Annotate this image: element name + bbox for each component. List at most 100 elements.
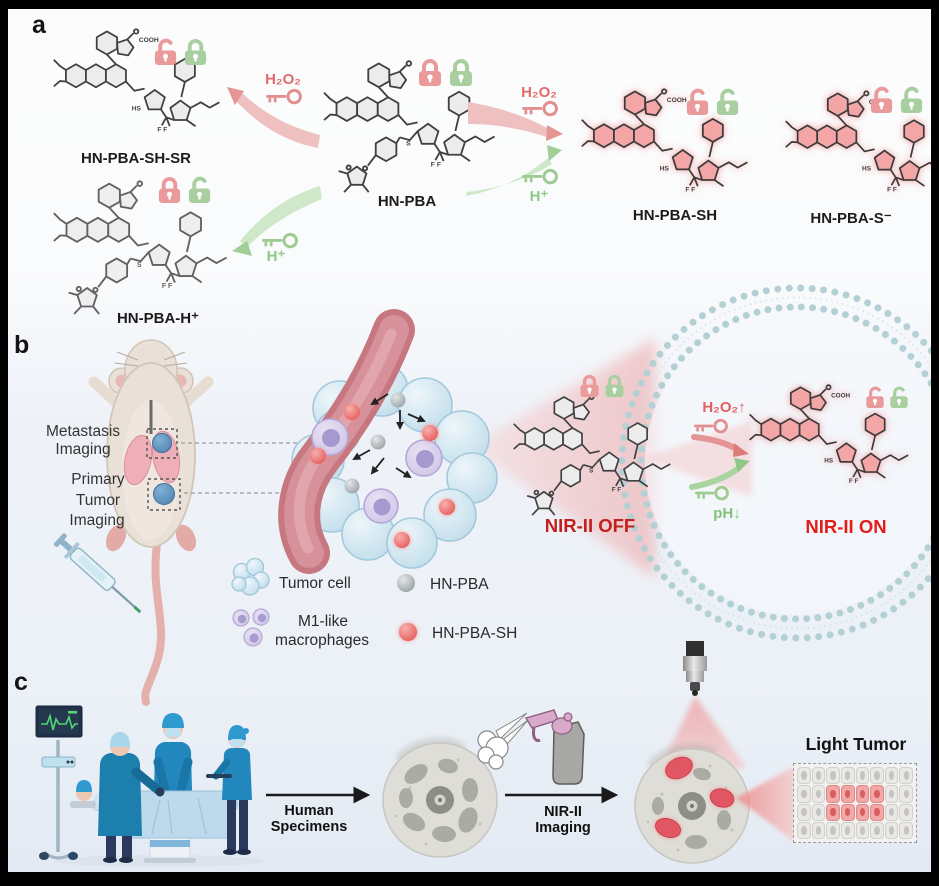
figure-canvas: F F S HS COOH <box>14 11 931 872</box>
grid-cell-tumor <box>840 803 855 821</box>
trigger-label-h-plus: H⁺ <box>267 248 286 265</box>
step-label-imaging: NIR-II <box>544 804 582 820</box>
nir-beam <box>470 338 655 578</box>
diffusion-arrows <box>352 393 426 479</box>
stimulus-arrow-ph <box>689 465 742 490</box>
spray-bottle-icon <box>524 709 585 785</box>
macrophage-icon <box>232 608 270 647</box>
stimulus-h2o2-label: H₂O₂↑ <box>702 399 745 416</box>
grid-cell <box>797 767 811 785</box>
grid-cell <box>899 821 913 839</box>
legend-label-tumor-cell: Tumor cell <box>279 575 351 592</box>
callout-metastasis: Metastasis <box>46 423 120 440</box>
molecule-label: HN-PBA <box>378 193 436 210</box>
trigger-label-h2o2: H₂O₂ <box>521 84 557 101</box>
step-label-specimens: Specimens <box>271 819 348 835</box>
lipid-membrane-circle <box>618 284 931 642</box>
grid-cell-tumor <box>855 785 870 803</box>
green-lock-open-icon <box>898 86 925 115</box>
panel-c: c <box>14 641 907 867</box>
grid-cell-tumor <box>870 785 884 803</box>
red-lock-open-icon <box>868 86 895 115</box>
mouse-illustration <box>88 339 214 706</box>
step-label-imaging: Imaging <box>535 820 591 836</box>
legend-label-macrophage: M1-like <box>298 613 348 630</box>
grid-cell <box>840 767 855 785</box>
trigger-label-h2o2: H₂O₂ <box>265 71 301 88</box>
grid-cell <box>826 767 840 785</box>
green-lock-closed-icon <box>182 38 209 67</box>
grid-cell <box>870 821 884 839</box>
h2o2-key-icon <box>265 88 302 105</box>
reaction-arrow-h2o2-left <box>227 87 320 148</box>
grid-cell <box>797 803 811 821</box>
grid-cell <box>826 821 840 839</box>
panel-b-letter: b <box>14 331 29 359</box>
molecule-hn-pba-sh-sr <box>54 29 220 133</box>
tissue-specimen-lit <box>635 748 749 863</box>
h2o2-key-icon <box>521 100 558 117</box>
grid-cell <box>884 767 899 785</box>
grid-cell <box>811 785 826 803</box>
grid-cell <box>811 767 826 785</box>
reaction-arrow-h2o2-right <box>468 102 563 141</box>
syringe-icon <box>53 533 142 614</box>
grid-cell <box>811 803 826 821</box>
grid-cell <box>870 767 884 785</box>
tumor-cell-cluster <box>278 309 498 574</box>
panel-a-letter: a <box>32 11 47 39</box>
grid-cell <box>884 803 899 821</box>
green-lock-closed-icon <box>448 59 474 88</box>
molecule-label: HN-PBA-S⁻ <box>810 210 891 227</box>
mouse-tail <box>141 539 166 706</box>
grid-cell <box>899 785 913 803</box>
hn-pba-particle <box>344 392 406 494</box>
grid-cell <box>884 785 899 803</box>
nir-off-label: NIR-II OFF <box>545 515 635 536</box>
molecule-label: HN-PBA-SH-SR <box>81 150 191 167</box>
tissue-specimen <box>383 742 497 857</box>
legend-label-hn-pba-sh: HN-PBA-SH <box>432 625 517 642</box>
green-lock-open-icon <box>714 88 741 117</box>
legend-label-hn-pba: HN-PBA <box>430 576 489 593</box>
red-lock-closed-icon <box>156 176 183 205</box>
roi-box-primary <box>147 478 181 511</box>
grid-cell-tumor <box>826 785 840 803</box>
callout-metastasis: Imaging <box>55 441 110 458</box>
reaction-arrow-h-plus-left <box>232 186 322 256</box>
grid-cell-tumor <box>826 803 840 821</box>
callout-primary: Imaging <box>69 512 124 529</box>
metastasis-tumor <box>152 433 172 453</box>
h-plus-key-icon <box>521 168 558 185</box>
legend: Tumor cell M1-like macrophages HN-PBA HN… <box>231 557 517 649</box>
hn-pba-sh-sphere-icon <box>399 623 417 641</box>
reaction-arrow-h-plus-right <box>466 145 562 196</box>
green-lock-open-icon <box>186 176 213 205</box>
panel-c-letter: c <box>14 668 28 696</box>
grid-cell <box>855 821 870 839</box>
step-label-specimens: Human <box>284 803 333 819</box>
hn-pba-sh-particle <box>310 404 455 548</box>
surgery-scene <box>35 705 265 867</box>
primary-tumor <box>153 483 175 505</box>
red-lock-open-icon <box>684 88 711 117</box>
callout-primary: Tumor <box>76 492 120 509</box>
nurse-right <box>206 725 252 855</box>
legend-label-macrophage: macrophages <box>275 632 369 649</box>
macrophage-cell <box>311 418 443 524</box>
grid-cell <box>899 803 913 821</box>
molecule-label: HN-PBA-H⁺ <box>117 310 199 327</box>
grid-cell <box>899 767 913 785</box>
panel-b: b Metastasis Imaging Primary Tumor Imagi… <box>14 284 931 706</box>
grid-cell-tumor <box>840 785 855 803</box>
grid-cell-tumor <box>870 803 884 821</box>
molecule-label: HN-PBA-SH <box>633 207 717 224</box>
grid-cell <box>884 821 899 839</box>
figure-content: F F S HS COOH <box>8 9 931 872</box>
magnifier-cone <box>736 766 795 842</box>
callout-primary: Primary <box>71 471 125 488</box>
h-plus-key-icon <box>261 232 298 249</box>
lung-icon <box>123 434 153 486</box>
stimulus-ph-label: pH↓ <box>713 505 741 522</box>
nurse-left <box>98 732 165 863</box>
